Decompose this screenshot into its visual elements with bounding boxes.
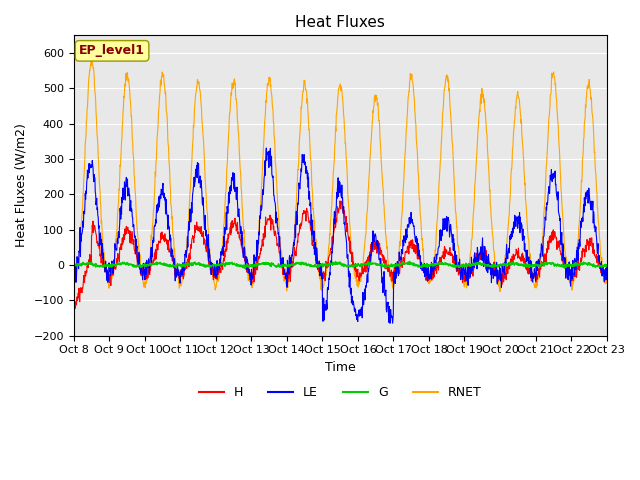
RNET	[87, 55, 95, 60]
Line: G: G	[74, 262, 607, 268]
RNET	[70, 281, 77, 287]
RNET	[603, 262, 611, 268]
RNET	[248, 285, 256, 291]
G	[406, 259, 413, 264]
G	[70, 262, 77, 267]
Title: Heat Fluxes: Heat Fluxes	[295, 15, 385, 30]
H	[339, 198, 346, 204]
RNET	[493, 272, 500, 277]
G	[424, 264, 431, 269]
RNET	[189, 141, 196, 146]
LE	[175, 274, 183, 280]
LE	[424, 278, 431, 284]
RNET	[176, 281, 184, 287]
H	[540, 253, 548, 259]
Legend: H, LE, G, RNET: H, LE, G, RNET	[194, 382, 486, 405]
Line: LE: LE	[74, 148, 607, 323]
Y-axis label: Heat Fluxes (W/m2): Heat Fluxes (W/m2)	[15, 123, 28, 247]
H	[70, 300, 77, 305]
H	[424, 273, 431, 278]
G	[540, 263, 548, 269]
LE	[262, 145, 270, 151]
Line: H: H	[74, 201, 607, 308]
X-axis label: Time: Time	[324, 361, 356, 374]
RNET	[496, 288, 504, 294]
LE	[188, 199, 196, 204]
H	[72, 305, 79, 311]
G	[603, 262, 611, 268]
H	[603, 262, 611, 268]
LE	[493, 279, 501, 285]
LE	[386, 320, 394, 326]
H	[493, 273, 501, 278]
H	[248, 270, 256, 276]
LE	[70, 268, 77, 274]
LE	[248, 273, 256, 279]
LE	[603, 262, 611, 268]
H	[176, 269, 184, 275]
H	[189, 233, 196, 239]
G	[248, 262, 256, 267]
G	[241, 265, 249, 271]
RNET	[423, 277, 431, 283]
RNET	[540, 209, 548, 215]
G	[493, 263, 501, 268]
LE	[540, 233, 548, 239]
G	[175, 261, 183, 267]
Text: EP_level1: EP_level1	[79, 44, 145, 57]
G	[188, 262, 196, 267]
Line: RNET: RNET	[74, 58, 607, 291]
